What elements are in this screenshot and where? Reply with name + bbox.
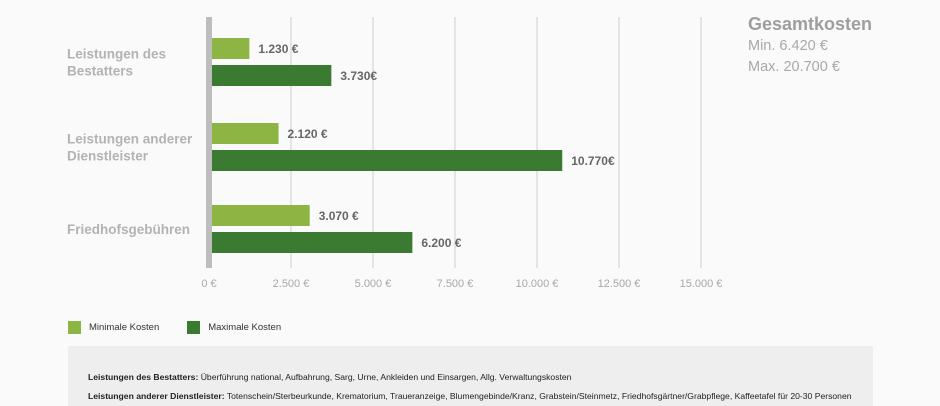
x-tick-label: 7.500 €: [437, 278, 474, 290]
summary-title: Gesamtkosten: [748, 14, 873, 34]
bar-value-label: 10.770€: [571, 154, 615, 168]
bar-value-label: 6.200 €: [421, 236, 461, 250]
x-tick-label: 2.500 €: [273, 278, 310, 290]
x-tick-label: 5.000 €: [355, 278, 392, 290]
bar-value-label: 2.120 €: [288, 127, 328, 141]
summary-min: Min. 6.420 €: [748, 38, 828, 54]
note-line: Leistungen anderer Dienstleister: Totens…: [88, 387, 873, 406]
legend-label-min: Minimale Kosten: [89, 322, 160, 333]
bars: 1.230 € 3.730€ 2.120 € 10.770€ 3.070 € 6.200 …: [212, 38, 615, 253]
bar: [212, 232, 413, 253]
note-text: Überführung national, Aufbahrung, Sarg, …: [198, 372, 572, 382]
x-tick-label: 15.000 €: [680, 278, 723, 290]
bar-chart: 1.230 € 3.730€ 2.120 € 10.770€ 3.070 € 6.200 …: [67, 17, 722, 290]
total-cost-summary: Gesamtkosten Min. 6.420 € Max. 20.700 €: [748, 12, 872, 78]
note-line: Leistungen des Bestatters: Überführung n…: [88, 368, 873, 387]
bar: [212, 205, 310, 226]
bar-value-label: 3.070 €: [319, 209, 359, 223]
y-axis-line: [206, 17, 212, 268]
note-key: Leistungen anderer Dienstleister:: [88, 391, 225, 401]
category-label-line: Leistungen anderer: [67, 132, 193, 147]
x-tick-label: 10.000 €: [516, 278, 559, 290]
grid-lines: [206, 17, 702, 268]
bar-value-label: 1.230 €: [258, 42, 298, 56]
legend-item-max: Maximale Kosten: [187, 321, 281, 334]
chart-legend: Minimale Kosten Maximale Kosten: [68, 321, 309, 334]
bar: [212, 65, 332, 86]
legend-swatch-max: [187, 321, 201, 334]
category-label: Leistungen des Bestatters: [67, 47, 166, 79]
bar: [212, 123, 279, 144]
category-label-line: Friedhofsgebühren: [67, 222, 190, 237]
x-tick-label: 12.500 €: [598, 278, 641, 290]
category-label: Friedhofsgebühren: [67, 222, 190, 237]
note-key: Leistungen des Bestatters:: [88, 372, 199, 382]
category-label-line: Bestatters: [67, 64, 133, 79]
x-tick-label: 0 €: [201, 278, 216, 290]
bar-value-label: 3.730€: [340, 69, 377, 83]
legend-label-max: Maximale Kosten: [208, 322, 282, 333]
legend-item-min: Minimale Kosten: [68, 321, 159, 334]
category-label-line: Dienstleister: [67, 149, 149, 164]
category-label: Leistungen anderer Dienstleister: [67, 132, 193, 164]
category-labels: Leistungen des Bestatters Leistungen ander…: [67, 47, 193, 238]
note-text: Totenschein/Sterbeurkunde, Krematorium, …: [224, 391, 852, 401]
category-label-line: Leistungen des: [67, 47, 166, 62]
legend-swatch-min: [68, 321, 81, 334]
bar: [212, 150, 563, 171]
cost-notes-box: Leistungen des Bestatters: Überführung n…: [68, 346, 873, 406]
bar: [212, 38, 250, 59]
x-axis-tick-labels: 0 € 2.500 € 5.000 € 7.500 € 10.000 € 12.500 €…: [201, 278, 722, 290]
summary-max: Max. 20.700 €: [748, 59, 840, 75]
